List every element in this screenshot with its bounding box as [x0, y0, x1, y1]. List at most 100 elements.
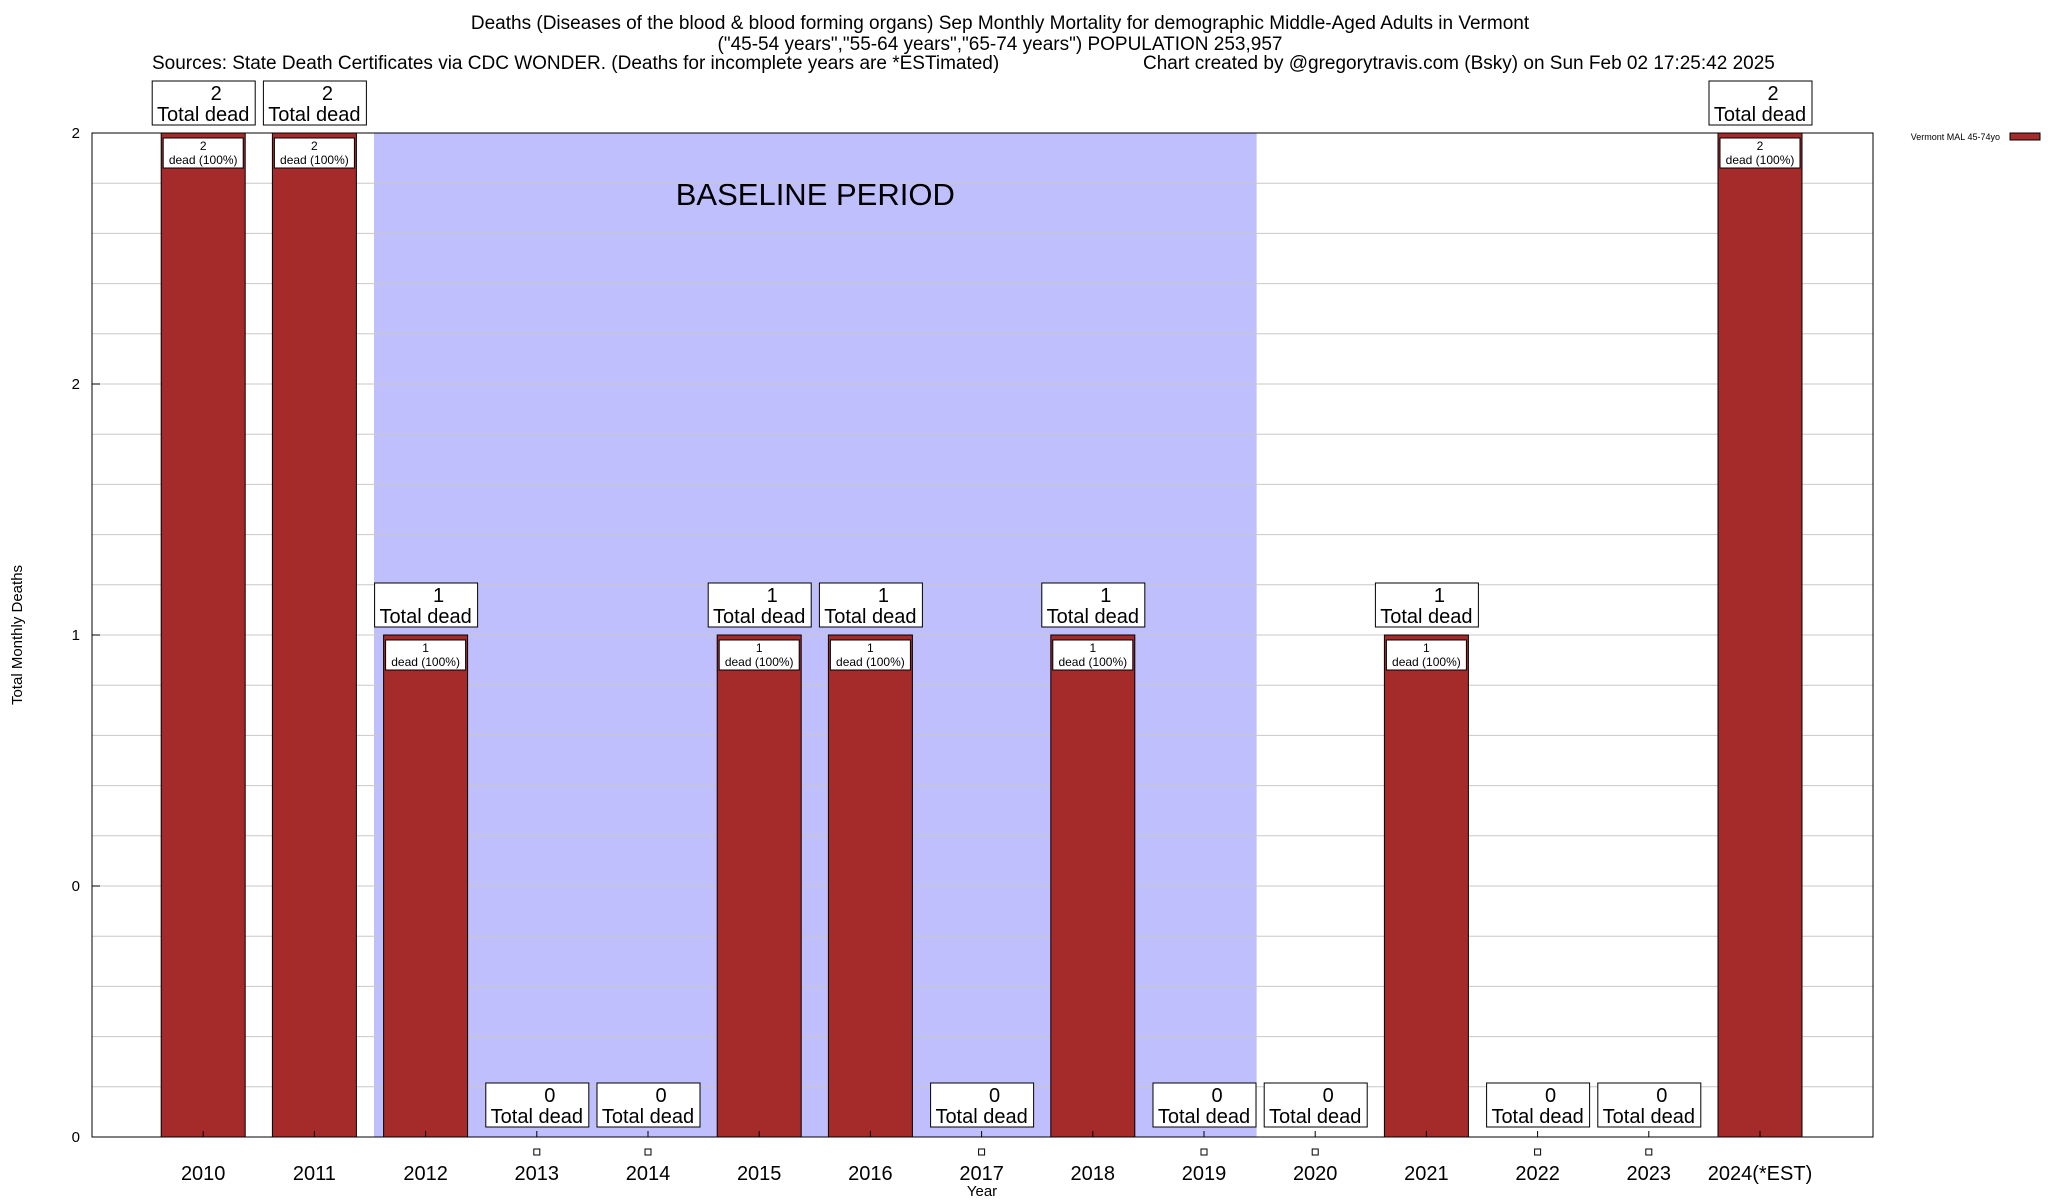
bar [271, 132, 357, 1138]
x-tick-label: 2024(*EST) [1708, 1163, 1813, 1185]
total-dead-label: Total dead [1603, 1106, 1695, 1128]
x-tick-label: 2012 [403, 1163, 448, 1185]
total-dead-value: 0 [544, 1085, 555, 1107]
x-tick-label: 2021 [1404, 1163, 1449, 1185]
total-dead-label: Total dead [602, 1106, 694, 1128]
x-tick-label: 2017 [959, 1163, 1004, 1185]
zero-marker [533, 1148, 541, 1156]
total-dead-value: 1 [878, 585, 889, 607]
bar-label-box [1052, 639, 1134, 671]
y-tick-label: 2 [72, 125, 80, 142]
bar [1717, 132, 1803, 1138]
bar-label-value: 2 [311, 139, 318, 153]
y-axis-label: Total Monthly Deaths [9, 565, 26, 705]
total-dead-box [930, 1082, 1035, 1128]
x-tick-label: 2013 [515, 1163, 560, 1185]
x-tick-label: 2022 [1515, 1163, 1560, 1185]
total-dead-value: 0 [1656, 1085, 1667, 1107]
total-dead-box [596, 1082, 701, 1128]
bar-label-box [1719, 137, 1801, 169]
x-tick-label: 2014 [626, 1163, 671, 1185]
total-dead-box [1374, 582, 1479, 628]
chart-title: Deaths (Diseases of the blood & blood fo… [470, 13, 1530, 34]
bar [827, 634, 913, 1138]
bar-label-value: 1 [756, 641, 763, 655]
total-dead-value: 2 [322, 83, 333, 105]
total-dead-label: Total dead [713, 606, 805, 628]
bar-label-value: 2 [1757, 139, 1764, 153]
chart-credit: Chart created by @gregorytravis.com (Bsk… [1143, 53, 1775, 74]
total-dead-box [1041, 582, 1146, 628]
total-dead-value: 2 [211, 83, 222, 105]
total-dead-value: 0 [1545, 1085, 1556, 1107]
x-tick-label: 2018 [1071, 1163, 1116, 1185]
bar-label-box [385, 639, 467, 671]
zero-marker [1200, 1148, 1208, 1156]
y-tick-label: 0 [72, 878, 80, 895]
bar-label-text: dead (100%) [391, 655, 460, 669]
total-dead-label: Total dead [491, 1106, 583, 1128]
total-dead-value: 0 [1323, 1085, 1334, 1107]
total-dead-box [707, 582, 812, 628]
bar-label-text: dead (100%) [725, 655, 794, 669]
total-dead-box [374, 582, 479, 628]
total-dead-label: Total dead [1269, 1106, 1361, 1128]
total-dead-label: Total dead [1158, 1106, 1250, 1128]
total-dead-value: 1 [1434, 585, 1445, 607]
bar-label-box [1385, 639, 1467, 671]
total-dead-label: Total dead [1047, 606, 1139, 628]
total-dead-value: 0 [655, 1085, 666, 1107]
total-dead-label: Total dead [379, 606, 471, 628]
total-dead-box [485, 1082, 590, 1128]
total-dead-box [818, 582, 923, 628]
bar-label-value: 1 [422, 641, 429, 655]
total-dead-box [1263, 1082, 1368, 1128]
bar [383, 634, 469, 1138]
x-tick-label: 2016 [848, 1163, 893, 1185]
bar-label-text: dead (100%) [1726, 153, 1795, 167]
zero-marker [644, 1148, 652, 1156]
bar-label-box [273, 137, 355, 169]
x-tick-label: 2015 [737, 1163, 782, 1185]
bar-label-value: 2 [200, 139, 207, 153]
y-tick-label: 1 [72, 627, 80, 644]
x-tick-label: 2011 [293, 1163, 336, 1185]
total-dead-label: Total dead [268, 104, 360, 126]
bar-label-value: 1 [1423, 641, 1430, 655]
bar [716, 634, 802, 1138]
total-dead-value: 0 [989, 1085, 1000, 1107]
total-dead-label: Total dead [1380, 606, 1472, 628]
total-dead-value: 1 [767, 585, 778, 607]
x-tick-label: 2020 [1293, 1163, 1338, 1185]
bar-label-text: dead (100%) [169, 153, 238, 167]
x-tick-label: 2023 [1627, 1163, 1672, 1185]
bar [1383, 634, 1469, 1138]
total-dead-value: 1 [433, 585, 444, 607]
total-dead-label: Total dead [157, 104, 249, 126]
total-dead-label: Total dead [1491, 1106, 1583, 1128]
zero-marker [1311, 1148, 1319, 1156]
bar-label-box [829, 639, 911, 671]
total-dead-box [1597, 1082, 1702, 1128]
bar-label-text: dead (100%) [1058, 655, 1127, 669]
zero-marker [1645, 1148, 1653, 1156]
total-dead-value: 0 [1211, 1085, 1222, 1107]
bar-label-text: dead (100%) [280, 153, 349, 167]
chart-sources: Sources: State Death Certificates via CD… [152, 53, 1000, 74]
legend-label: Vermont MAL 45-74yo [1911, 132, 2000, 142]
x-axis-label: Year [967, 1183, 997, 1200]
total-dead-value: 2 [1767, 83, 1778, 105]
bar-label-text: dead (100%) [1392, 655, 1461, 669]
bar-label-box [162, 137, 244, 169]
total-dead-box [151, 80, 256, 126]
bar [1050, 634, 1136, 1138]
y-tick-label: 0 [72, 1129, 80, 1146]
total-dead-box [1486, 1082, 1591, 1128]
bar-label-value: 1 [867, 641, 874, 655]
bar-label-value: 1 [1089, 641, 1096, 655]
baseline-period-label: BASELINE PERIOD [676, 177, 955, 212]
total-dead-label: Total dead [935, 1106, 1027, 1128]
bar-label-text: dead (100%) [836, 655, 905, 669]
y-tick-label: 2 [72, 376, 80, 393]
